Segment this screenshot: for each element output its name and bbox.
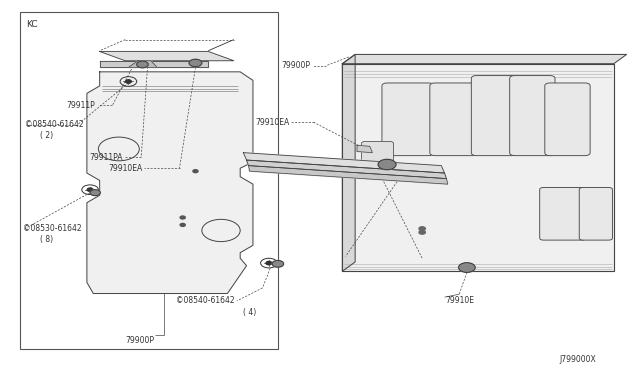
FancyBboxPatch shape: [509, 76, 555, 155]
FancyBboxPatch shape: [382, 83, 434, 155]
Text: 79900P: 79900P: [282, 61, 310, 70]
Polygon shape: [87, 72, 253, 294]
Circle shape: [459, 263, 475, 272]
Text: 79910EA: 79910EA: [255, 118, 289, 127]
Polygon shape: [248, 166, 448, 184]
FancyBboxPatch shape: [362, 141, 394, 169]
Text: ( 2): ( 2): [40, 131, 53, 140]
Text: 79910E: 79910E: [445, 296, 474, 305]
Text: ( 8): ( 8): [40, 235, 53, 244]
Text: ©08540-61642: ©08540-61642: [25, 121, 84, 129]
Polygon shape: [342, 54, 355, 271]
Circle shape: [193, 170, 198, 173]
Circle shape: [378, 159, 396, 170]
Text: 79900P: 79900P: [125, 336, 154, 346]
FancyBboxPatch shape: [545, 83, 590, 155]
Circle shape: [272, 260, 284, 267]
Circle shape: [125, 80, 131, 83]
Circle shape: [419, 167, 426, 171]
Text: 79911P: 79911P: [67, 101, 95, 110]
Polygon shape: [129, 61, 157, 67]
Circle shape: [137, 61, 148, 68]
FancyBboxPatch shape: [430, 83, 478, 155]
Circle shape: [90, 190, 100, 196]
Text: 79910EA: 79910EA: [108, 164, 143, 173]
FancyBboxPatch shape: [471, 76, 516, 155]
Circle shape: [180, 224, 185, 227]
Polygon shape: [100, 61, 208, 67]
Text: 79911PA: 79911PA: [89, 153, 123, 161]
Text: J799000X: J799000X: [559, 355, 596, 364]
Text: ( 4): ( 4): [243, 308, 256, 317]
Circle shape: [419, 231, 426, 234]
Polygon shape: [100, 51, 234, 61]
Circle shape: [180, 216, 185, 219]
Polygon shape: [357, 145, 372, 153]
Polygon shape: [246, 160, 447, 179]
Bar: [20, 12, 278, 349]
Circle shape: [266, 262, 272, 265]
Polygon shape: [342, 64, 614, 271]
Text: ©08540-61642: ©08540-61642: [177, 296, 235, 305]
Polygon shape: [342, 54, 627, 64]
FancyBboxPatch shape: [579, 187, 612, 240]
Text: KC: KC: [26, 20, 38, 29]
Text: 79911P: 79911P: [259, 160, 288, 169]
Polygon shape: [243, 153, 445, 173]
Text: ©08530-61642: ©08530-61642: [23, 224, 82, 233]
Circle shape: [419, 227, 426, 231]
Circle shape: [87, 188, 93, 191]
FancyBboxPatch shape: [540, 187, 586, 240]
Circle shape: [189, 59, 202, 67]
